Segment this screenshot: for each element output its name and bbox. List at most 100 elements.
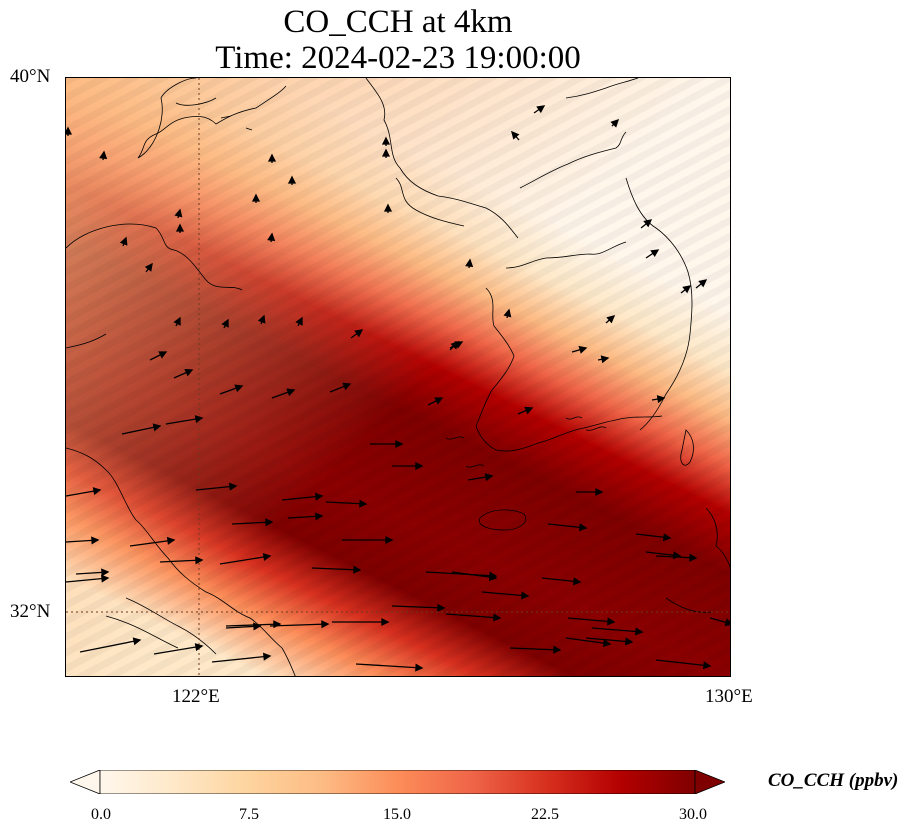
wind-arrow-head [650,249,660,258]
colorbar-tick-7-5: 7.5 [239,806,259,823]
wind-arrow-head [295,316,303,326]
coastline-bohai-north [175,97,253,131]
wind-arrow [567,617,615,623]
wind-arrow-head [267,232,276,242]
coastline-tsushima [680,429,694,466]
wind-arrow-head [625,637,634,646]
wind-arrow-head [488,573,498,582]
wind-arrow-head [724,618,730,627]
wind-arrow [325,501,367,505]
wind-arrow-head [578,345,588,354]
lat-tick-label-32: 32°N [10,601,51,622]
coastline-liaodong-west [395,177,465,227]
wind-arrow-head [119,236,128,246]
wind-arrow [655,555,697,559]
coastline-korea-north [519,78,639,189]
wind-arrow-head [524,406,534,415]
map-subtitle-time: Time: 2024-02-23 19:00:00 [215,40,581,76]
wind-arrow-head [454,341,464,349]
wind-arrow-head [262,652,272,661]
wind-arrow-head [385,535,394,545]
wind-arrow-head [234,384,244,393]
wind-arrow [425,571,497,577]
colorbar-tick-22-5: 22.5 [531,806,559,823]
lon-tick-label-122: 122°E [172,686,220,707]
wind-arrow-head [194,643,204,652]
wind-arrow-head [194,415,204,424]
wind-arrow-head [353,565,362,574]
wind-arrow-head [257,314,266,324]
wind-arrow-head [132,637,142,646]
wind-arrow-head [321,620,330,629]
colorbar-tick-0: 0.0 [91,806,111,823]
wind-arrow-head [536,105,546,114]
wind-arrow-head [415,461,424,471]
wind-arrow [231,521,273,525]
wind-arrow-head [100,574,110,583]
wind-arrow [79,639,141,653]
wind-arrow-head [595,487,604,497]
wind-arrow-head [251,193,261,202]
wind-arrow-head [643,219,653,228]
colorbar-extend-max [694,769,727,795]
wind-arrow-head [342,382,352,391]
wind-arrow-head [503,308,512,318]
wind-arrow-head [702,661,712,670]
map-canvas [66,78,730,676]
wind-arrow-head [434,397,444,405]
wind-arrow-head [173,316,181,326]
coastline-korea-south [495,415,663,452]
wind-arrow-head [610,118,620,128]
wind-arrow-head [66,126,73,135]
wind-arrow [591,627,643,633]
wind-arrow-head [602,639,612,648]
wind-arrow-head [174,208,183,218]
wind-arrow [445,613,501,619]
wind-arrow-head [314,492,324,501]
wind-arrow-head [92,487,102,496]
wind-arrow-head [662,533,672,542]
wind-arrow-head [91,536,100,545]
wind-arrow-head [383,203,393,212]
wind-arrow-head [267,153,277,162]
wind-arrow [509,647,561,651]
wind-arrow-head [689,553,698,562]
coastline-korea-bay [365,78,519,239]
wind-arrow [211,655,271,663]
wind-arrow-head [287,175,297,184]
lon-tick-label-130: 130°E [705,686,753,707]
wind-arrow-head [195,556,204,565]
colorbar-ramp [99,769,696,795]
coastline-china-east [66,333,296,676]
coastline-korea-east [625,177,693,431]
wind-arrow [565,637,611,645]
wind-arrow-head [511,130,520,140]
wind-arrow-head [635,627,644,636]
wind-arrow [311,567,361,571]
wind-arrow-head [493,613,502,622]
wind-arrow-head [273,620,282,629]
wind-arrow-head [359,499,368,508]
wind-arrow [451,571,497,579]
wind-arrow-head [253,622,262,631]
wind-arrow-head [698,279,708,288]
colorbar-extend-min [68,769,101,795]
wind-arrow-head [152,423,162,432]
coastline-korea-west [475,241,627,451]
colorbar-tick-15: 15.0 [383,806,411,823]
wind-arrow-head [600,355,610,364]
wind-arrow-head [381,136,391,145]
wind-arrow [391,605,445,609]
wind-arrow-head [221,318,229,328]
colorbar [68,769,727,795]
wind-arrow [153,645,203,655]
wind-arrow [355,663,423,669]
colorbar-label: CO_CCH (ppbv) [768,770,899,791]
wind-arrow-head [572,577,582,586]
colorbar-graphic [68,769,727,795]
coastline-liaodong [137,78,287,159]
wind-arrow-head [606,315,616,324]
wind-arrow-head [166,536,176,545]
wind-arrow-head [315,512,324,521]
map-title: CO_CCH at 4km [283,4,513,40]
